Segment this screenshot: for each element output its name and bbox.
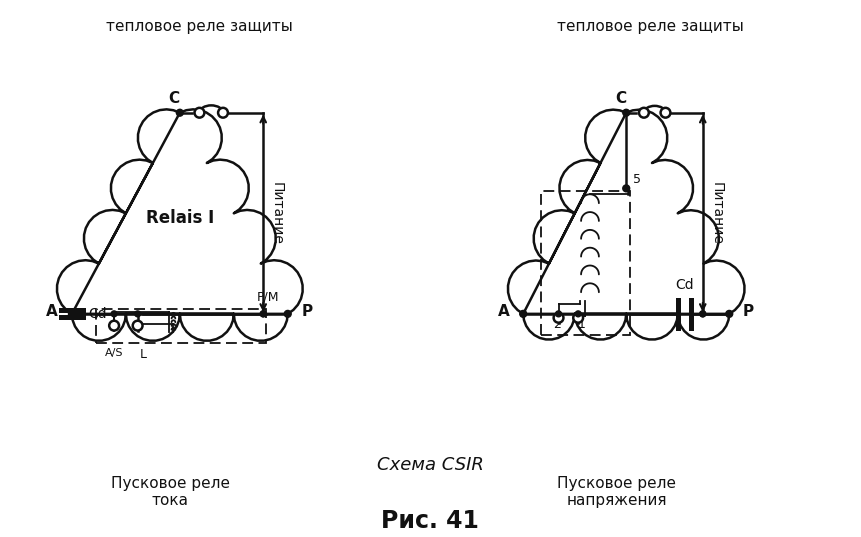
Text: Питание: Питание — [270, 182, 284, 245]
Circle shape — [69, 311, 75, 317]
Circle shape — [660, 108, 671, 118]
Circle shape — [623, 185, 629, 192]
Text: Relais I: Relais I — [146, 209, 214, 227]
Text: тепловое реле защиты: тепловое реле защиты — [557, 19, 744, 34]
Text: Схема CSIR: Схема CSIR — [376, 456, 483, 474]
Circle shape — [520, 310, 527, 317]
Circle shape — [284, 310, 291, 317]
Text: P: P — [743, 304, 754, 320]
Text: A: A — [46, 304, 59, 320]
Circle shape — [555, 311, 561, 317]
Circle shape — [69, 310, 75, 317]
Text: P: P — [301, 304, 313, 320]
Text: Пусковое реле
напряжения: Пусковое реле напряжения — [557, 476, 676, 508]
Circle shape — [111, 311, 117, 317]
Text: C: C — [615, 91, 626, 106]
Circle shape — [700, 311, 706, 317]
Text: P/M: P/M — [257, 290, 279, 303]
Text: C: C — [169, 91, 179, 106]
Circle shape — [726, 310, 733, 317]
Circle shape — [623, 110, 629, 116]
Circle shape — [700, 311, 706, 317]
Text: Cd: Cd — [89, 307, 108, 321]
Bar — [541, 191, 630, 336]
Text: 2: 2 — [553, 317, 561, 331]
Circle shape — [520, 311, 526, 317]
Text: Cd: Cd — [675, 278, 694, 292]
Text: Питание: Питание — [709, 182, 723, 245]
Text: 5: 5 — [633, 173, 641, 186]
Circle shape — [575, 311, 581, 317]
Circle shape — [133, 321, 143, 331]
Circle shape — [260, 311, 266, 317]
Circle shape — [554, 313, 563, 323]
Text: 1: 1 — [578, 317, 586, 331]
Text: A/S: A/S — [105, 348, 123, 358]
Circle shape — [260, 311, 266, 317]
Circle shape — [218, 108, 228, 118]
Circle shape — [134, 311, 140, 317]
Text: A: A — [498, 304, 510, 320]
Text: L: L — [140, 348, 147, 361]
Bar — [96, 309, 266, 343]
Text: Рис. 41: Рис. 41 — [381, 509, 479, 533]
Circle shape — [573, 313, 583, 323]
Circle shape — [177, 110, 183, 116]
Circle shape — [639, 108, 649, 118]
Circle shape — [195, 108, 204, 118]
Text: тепловое реле защиты: тепловое реле защиты — [106, 19, 293, 34]
Text: Пусковое реле
тока: Пусковое реле тока — [110, 476, 230, 508]
Circle shape — [109, 321, 119, 331]
